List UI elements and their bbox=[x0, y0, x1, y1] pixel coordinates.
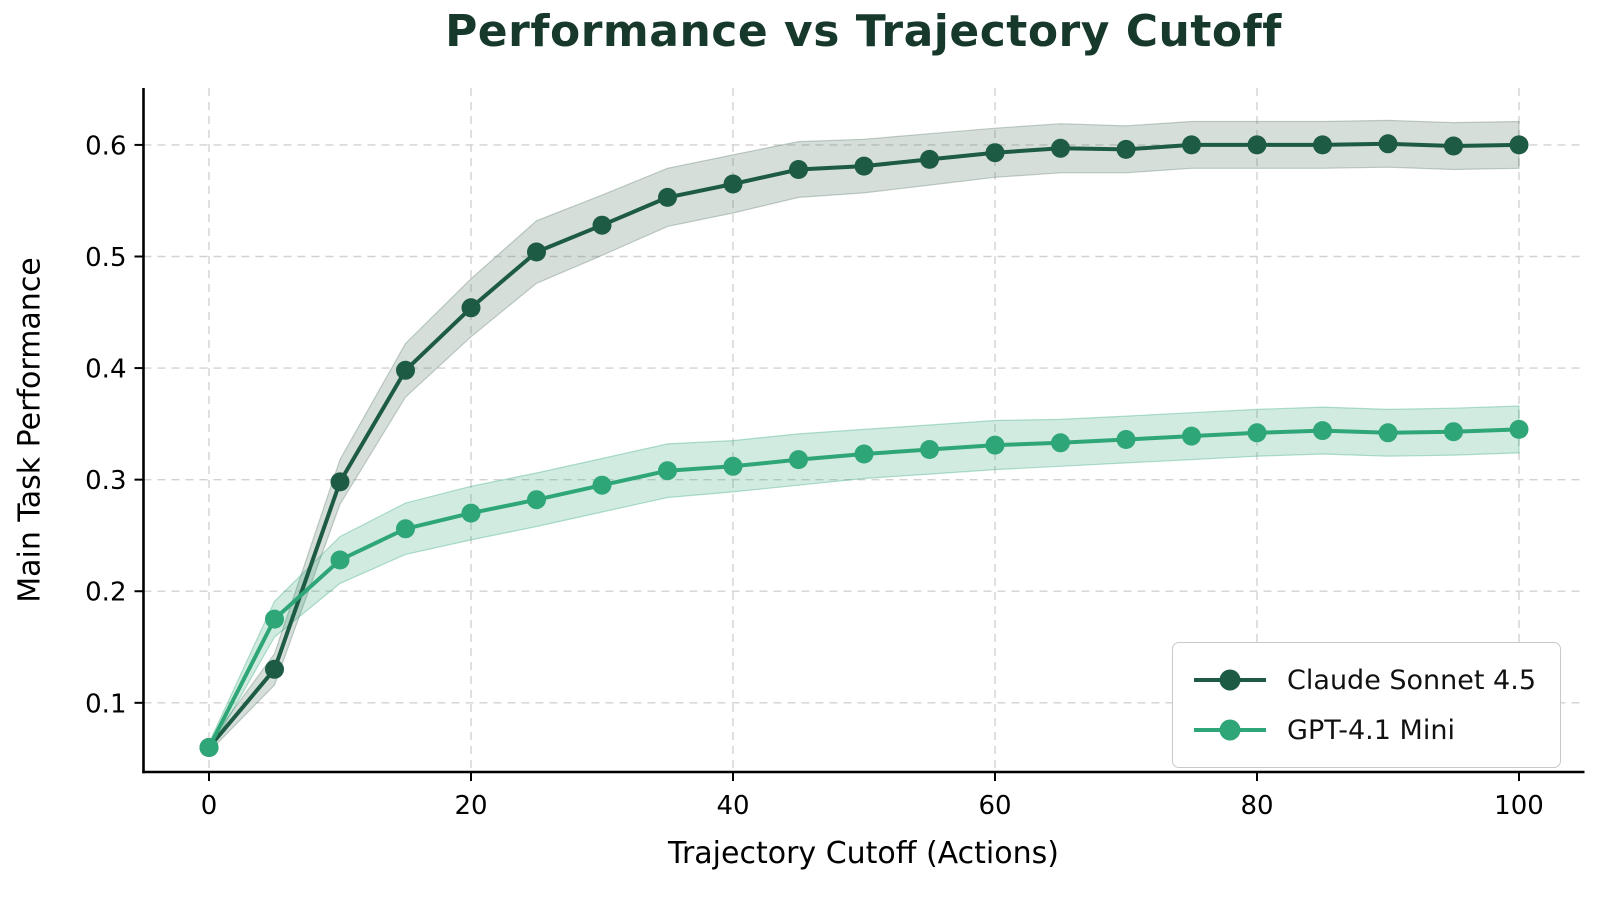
legend-swatch-gpt-mini-icon bbox=[1194, 719, 1267, 741]
x-axis-label: Trajectory Cutoff (Actions) bbox=[668, 836, 1059, 871]
point-gpt-4-1-mini bbox=[1051, 433, 1070, 453]
point-claude-sonnet-4-5 bbox=[985, 143, 1005, 163]
point-gpt-4-1-mini bbox=[1116, 430, 1136, 449]
legend: Claude Sonnet 4.5 GPT-4.1 Mini bbox=[1172, 642, 1561, 768]
point-claude-sonnet-4-5 bbox=[1313, 135, 1332, 155]
point-gpt-4-1-mini bbox=[527, 490, 546, 510]
point-gpt-4-1-mini bbox=[920, 440, 939, 459]
svg-text:0.1: 0.1 bbox=[85, 689, 126, 719]
point-gpt-4-1-mini bbox=[265, 609, 284, 629]
y-axis-label: Main Task Performance bbox=[12, 257, 48, 603]
point-claude-sonnet-4-5 bbox=[1247, 135, 1267, 155]
point-claude-sonnet-4-5 bbox=[854, 156, 874, 176]
point-gpt-4-1-mini bbox=[396, 519, 415, 539]
svg-text:0.5: 0.5 bbox=[85, 243, 126, 273]
point-claude-sonnet-4-5 bbox=[1378, 134, 1398, 154]
svg-text:80: 80 bbox=[1240, 791, 1273, 821]
tick-labels: 0.1 0.2 0.3 0.4 0.5 0.6 0 20 40 60 80 100 bbox=[85, 131, 1544, 821]
point-gpt-4-1-mini bbox=[461, 503, 481, 523]
series-gpt-4-1-mini bbox=[199, 419, 1529, 757]
point-claude-sonnet-4-5 bbox=[461, 298, 481, 318]
legend-label-claude-sonnet: Claude Sonnet 4.5 bbox=[1287, 664, 1536, 696]
point-gpt-4-1-mini bbox=[658, 461, 677, 481]
point-claude-sonnet-4-5 bbox=[330, 472, 350, 492]
point-claude-sonnet-4-5 bbox=[1182, 135, 1201, 155]
point-claude-sonnet-4-5 bbox=[920, 149, 939, 169]
gridlines bbox=[143, 88, 1585, 772]
point-claude-sonnet-4-5 bbox=[1051, 138, 1070, 158]
legend-label-gpt-mini: GPT-4.1 Mini bbox=[1287, 714, 1455, 746]
svg-text:0.6: 0.6 bbox=[85, 131, 126, 161]
svg-text:0.3: 0.3 bbox=[85, 466, 126, 496]
point-claude-sonnet-4-5 bbox=[1444, 136, 1463, 156]
svg-text:0.4: 0.4 bbox=[85, 355, 126, 385]
point-gpt-4-1-mini bbox=[199, 738, 219, 757]
point-gpt-4-1-mini bbox=[1444, 422, 1463, 442]
point-gpt-4-1-mini bbox=[1182, 426, 1201, 446]
point-claude-sonnet-4-5 bbox=[265, 659, 284, 679]
svg-text:60: 60 bbox=[978, 791, 1011, 821]
legend-item-claude-sonnet: Claude Sonnet 4.5 bbox=[1191, 655, 1536, 705]
svg-text:40: 40 bbox=[716, 791, 749, 821]
legend-swatch-claude-sonnet-icon bbox=[1194, 669, 1267, 691]
svg-text:100: 100 bbox=[1494, 791, 1544, 821]
svg-text:0: 0 bbox=[201, 791, 218, 821]
point-gpt-4-1-mini bbox=[1313, 421, 1332, 441]
point-claude-sonnet-4-5 bbox=[658, 187, 677, 207]
point-claude-sonnet-4-5 bbox=[723, 174, 743, 194]
axis-ticks bbox=[134, 143, 1520, 781]
point-gpt-4-1-mini bbox=[789, 450, 808, 470]
legend-item-gpt-mini: GPT-4.1 Mini bbox=[1191, 705, 1536, 755]
point-gpt-4-1-mini bbox=[1247, 423, 1267, 443]
point-claude-sonnet-4-5 bbox=[396, 360, 415, 380]
axes-spines bbox=[142, 88, 1585, 774]
point-claude-sonnet-4-5 bbox=[789, 160, 808, 179]
point-claude-sonnet-4-5 bbox=[527, 242, 546, 262]
point-claude-sonnet-4-5 bbox=[1116, 139, 1136, 159]
point-gpt-4-1-mini bbox=[1509, 419, 1529, 439]
svg-text:0.2: 0.2 bbox=[85, 578, 126, 608]
point-gpt-4-1-mini bbox=[854, 444, 874, 464]
band-claude-sonnet-4-5 bbox=[208, 119, 1520, 754]
chart-title: Performance vs Trajectory Cutoff bbox=[445, 6, 1282, 57]
point-gpt-4-1-mini bbox=[985, 435, 1005, 455]
svg-text:20: 20 bbox=[454, 791, 487, 821]
point-gpt-4-1-mini bbox=[723, 456, 743, 476]
point-gpt-4-1-mini bbox=[330, 550, 350, 570]
point-claude-sonnet-4-5 bbox=[592, 215, 612, 235]
point-claude-sonnet-4-5 bbox=[1509, 135, 1529, 155]
point-gpt-4-1-mini bbox=[592, 475, 612, 495]
point-gpt-4-1-mini bbox=[1378, 423, 1398, 443]
